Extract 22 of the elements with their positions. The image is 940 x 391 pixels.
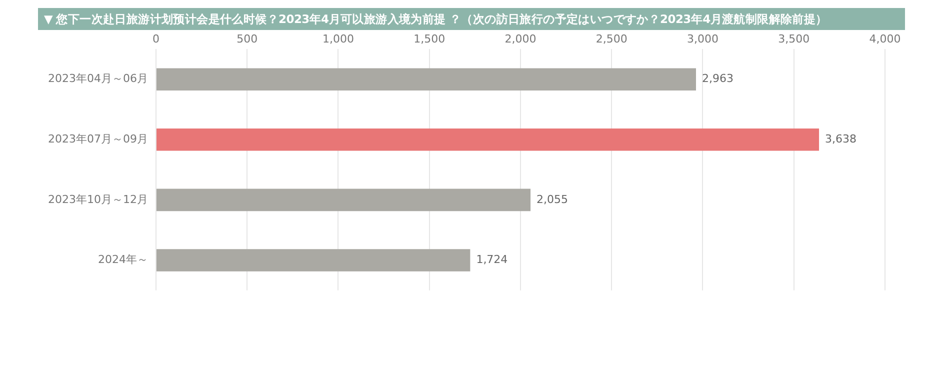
- x-tick-label: 4,000: [869, 32, 901, 46]
- x-tick-label: 2,500: [596, 32, 628, 46]
- x-tick-label: 0: [152, 32, 160, 46]
- x-tick-label: 3,000: [686, 32, 718, 46]
- x-tick-label: 2,000: [504, 32, 536, 46]
- y-tick-label: 2023年04月～06月: [48, 72, 148, 86]
- bar: [156, 128, 820, 151]
- data-label: 2,963: [702, 72, 734, 86]
- x-tick-label: 3,500: [778, 32, 810, 46]
- data-label: 1,724: [476, 253, 508, 266]
- bar: [156, 68, 696, 91]
- data-label: 2,055: [536, 192, 568, 206]
- y-tick-label: 2024年～: [98, 253, 148, 266]
- x-tick-label: 1,000: [322, 32, 354, 46]
- data-label: 3,638: [825, 132, 857, 146]
- y-tick-label: 2023年10月～12月: [48, 192, 148, 206]
- x-tick-label: 500: [236, 32, 258, 46]
- chart-title: ▼ 您下一次赴日旅游计划预计会是什么时候？2023年4月可以旅游入境为前提 ？（次の訪日旅行の予定はいつですか？2023年4月渡航制限解除前提）: [38, 8, 905, 30]
- y-tick-label: 2023年07月～09月: [48, 132, 148, 146]
- bar: [156, 188, 531, 212]
- x-tick-label: 1,500: [414, 32, 446, 46]
- bar: [156, 249, 470, 272]
